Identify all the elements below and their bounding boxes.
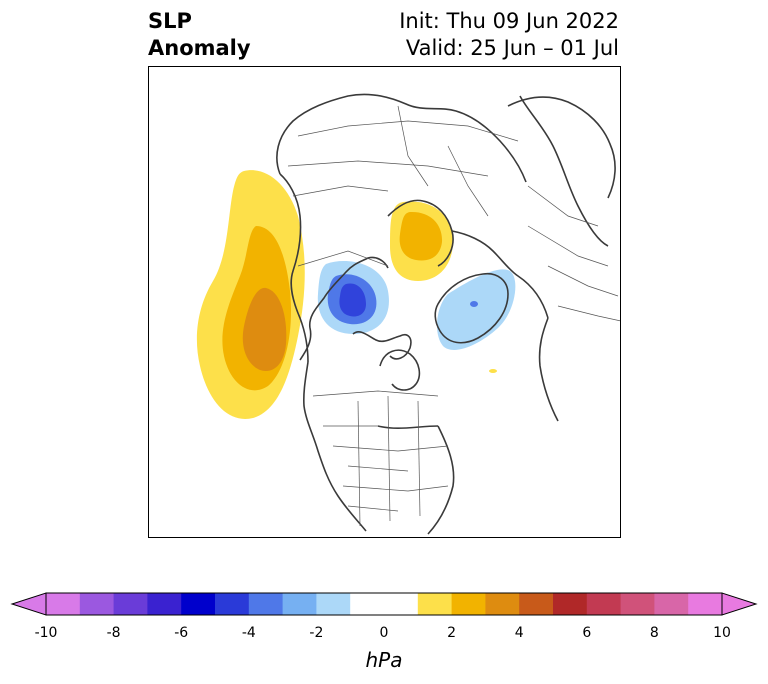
north-pacific-high-contour — [196, 170, 305, 419]
slp-anomaly-map — [148, 66, 621, 538]
colorbar-bin — [316, 593, 351, 615]
colorbar-tick-label: -8 — [106, 625, 121, 641]
colorbar-bin — [350, 593, 385, 615]
colorbar-bin — [654, 593, 689, 615]
colorbar-tick-label: -6 — [174, 625, 189, 641]
colorbar-tick-label: 8 — [649, 625, 659, 641]
colorbar-extend-high — [721, 592, 758, 616]
country-borders — [287, 105, 621, 527]
forecast-dates: Init: Thu 09 Jun 2022 Valid: 25 Jun – 01… — [399, 8, 619, 62]
colorbar-tick-label: -10 — [34, 625, 58, 641]
colorbar-bin — [181, 593, 216, 615]
colorbar-extend-low — [10, 592, 47, 616]
colorbar-bin — [620, 593, 655, 615]
colorbar-bin — [46, 593, 81, 615]
colorbar-unit-label: hPa — [365, 648, 403, 672]
colorbar-bin — [553, 593, 588, 615]
title-line-2: Anomaly — [148, 36, 251, 60]
colorbar-frame — [45, 592, 723, 616]
colorbar-tick-label: -4 — [241, 625, 256, 641]
colorbar-bin — [113, 593, 148, 615]
colorbar-bin — [384, 593, 419, 615]
colorbar-bin — [586, 593, 622, 615]
colorbar-tick-label: 10 — [713, 625, 731, 641]
north-siberia-high-contour — [390, 201, 453, 281]
colorbar-bin — [248, 593, 284, 615]
colorbar-bin — [417, 593, 453, 615]
bering-alaska-low-contour — [317, 261, 389, 334]
colorbar-tick-label: -2 — [309, 625, 324, 641]
coastlines — [276, 93, 616, 535]
colorbar-tick-label: 4 — [514, 625, 524, 641]
colorbar — [10, 592, 758, 616]
colorbar-bin — [485, 593, 520, 615]
colorbar-bin — [79, 593, 115, 615]
map-frame — [148, 66, 621, 538]
colorbar-tick-label: 6 — [582, 625, 592, 641]
small-positive-patch — [489, 369, 497, 373]
greenland-low-contour — [436, 269, 516, 350]
colorbar-bin — [688, 593, 723, 615]
colorbar-bin — [451, 593, 486, 615]
colorbar-bin — [282, 593, 317, 615]
map-title: SLP Anomaly — [148, 8, 251, 62]
colorbar-tick-label: 0 — [379, 625, 389, 641]
title-line-1: SLP — [148, 9, 192, 33]
colorbar-bin — [519, 593, 554, 615]
colorbar-tick-label: 2 — [447, 625, 457, 641]
colorbar-bin — [147, 593, 182, 615]
init-date: Init: Thu 09 Jun 2022 — [399, 9, 619, 33]
valid-range: Valid: 25 Jun – 01 Jul — [405, 36, 619, 60]
colorbar-bin — [215, 593, 250, 615]
